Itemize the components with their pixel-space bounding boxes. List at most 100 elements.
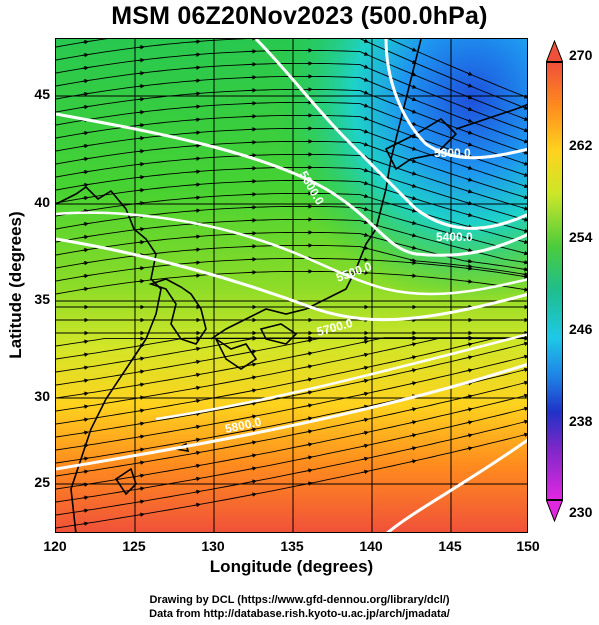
wind-arrow bbox=[193, 372, 201, 378]
wind-arrow bbox=[193, 143, 201, 148]
wind-arrow bbox=[81, 78, 89, 84]
wind-arrow bbox=[521, 367, 527, 373]
x-tick-label: 125 bbox=[122, 538, 146, 554]
wind-arrow bbox=[521, 380, 527, 386]
wind-arrow bbox=[409, 72, 417, 77]
wind-arrow bbox=[137, 122, 145, 128]
wind-arrow bbox=[81, 52, 89, 58]
wind-arrow bbox=[465, 106, 473, 112]
wind-arrow bbox=[305, 377, 313, 382]
wind-arrow bbox=[193, 424, 201, 430]
wind-arrow bbox=[193, 208, 201, 213]
streamline bbox=[56, 205, 527, 255]
wind-arrow bbox=[193, 450, 201, 456]
colorbar-tick: 254 bbox=[569, 229, 593, 245]
streamline bbox=[56, 114, 527, 177]
wind-arrow bbox=[305, 364, 313, 369]
wind-arrow bbox=[361, 456, 369, 462]
wind-arrow bbox=[361, 339, 369, 345]
wind-arrow bbox=[521, 116, 527, 121]
wind-arrow bbox=[193, 463, 201, 469]
wind-arrow bbox=[81, 182, 89, 188]
wind-arrow bbox=[193, 52, 201, 57]
grid-lines bbox=[56, 39, 527, 532]
wind-arrow bbox=[409, 355, 417, 360]
wind-arrow bbox=[521, 419, 527, 425]
contour-label: 5300.0 bbox=[434, 146, 471, 160]
wind-arrow bbox=[521, 406, 527, 412]
x-tick-label: 120 bbox=[43, 538, 67, 554]
wind-arrow bbox=[249, 492, 257, 497]
streamline bbox=[56, 407, 527, 503]
wind-arrow bbox=[81, 221, 89, 227]
wind-arrow bbox=[409, 183, 417, 188]
wind-arrow bbox=[409, 245, 417, 250]
wind-arrow bbox=[193, 117, 201, 122]
streamline bbox=[56, 140, 527, 199]
x-axis-label: Longitude (degrees) bbox=[209, 557, 374, 576]
wind-arrow bbox=[137, 44, 145, 50]
wind-arrow bbox=[465, 420, 473, 425]
wind-arrow bbox=[409, 381, 417, 386]
wind-arrow bbox=[409, 158, 417, 164]
credit-drawing: Drawing by DCL (https://www.gfd-dennou.o… bbox=[149, 594, 450, 606]
colorbar-top-triangle bbox=[546, 40, 563, 62]
wind-arrow bbox=[465, 266, 473, 271]
colorbar bbox=[546, 62, 563, 500]
wind-arrow bbox=[305, 351, 313, 356]
x-tick-label: 150 bbox=[516, 538, 540, 554]
wind-arrow bbox=[81, 169, 89, 175]
streamline bbox=[56, 88, 527, 154]
wind-arrow bbox=[521, 228, 527, 233]
y-axis-label: Latitude (degrees) bbox=[6, 211, 25, 359]
streamline bbox=[56, 257, 527, 282]
wind-arrow bbox=[81, 260, 89, 266]
wind-arrow bbox=[409, 109, 417, 114]
wind-arrow bbox=[81, 143, 89, 149]
wind-arrow bbox=[137, 148, 145, 154]
streamline bbox=[56, 39, 527, 110]
wind-arrow bbox=[361, 193, 369, 199]
streamline bbox=[56, 153, 527, 210]
wind-arrow bbox=[81, 365, 89, 370]
wind-arrow bbox=[81, 234, 89, 240]
wind-arrow bbox=[521, 354, 527, 360]
wind-arrow bbox=[137, 239, 145, 245]
wind-arrow bbox=[137, 161, 145, 167]
wind-arrow bbox=[193, 65, 201, 70]
wind-arrow bbox=[193, 385, 201, 391]
wind-arrow bbox=[193, 156, 201, 161]
wind-arrow bbox=[465, 433, 473, 438]
wind-arrow bbox=[465, 355, 473, 360]
wind-arrow bbox=[521, 250, 527, 256]
cold-trough-field bbox=[56, 39, 527, 532]
wind-arrow bbox=[361, 180, 369, 186]
wind-arrow bbox=[137, 460, 145, 465]
wind-arrow bbox=[409, 233, 417, 238]
wind-arrow bbox=[521, 206, 527, 211]
wind-arrow bbox=[193, 182, 201, 187]
wind-arrow bbox=[81, 456, 89, 461]
chart-title: MSM 06Z20Nov2023 (500.0hPa) bbox=[111, 2, 488, 30]
wind-arrow bbox=[409, 260, 417, 266]
x-tick-label: 140 bbox=[359, 538, 383, 554]
wind-arrow bbox=[361, 378, 369, 384]
wind-arrow bbox=[409, 273, 417, 279]
wind-arrow bbox=[81, 247, 89, 253]
wind-arrow bbox=[465, 189, 473, 194]
wind-arrow bbox=[193, 489, 201, 495]
wind-arrow bbox=[409, 459, 417, 464]
wind-arrow bbox=[81, 104, 89, 110]
wind-arrow bbox=[137, 512, 145, 517]
wind-arrow bbox=[361, 352, 369, 358]
wind-arrow bbox=[81, 273, 89, 279]
wind-arrow bbox=[465, 259, 473, 264]
height-contours bbox=[56, 39, 527, 532]
wind-arrow bbox=[361, 219, 369, 225]
wind-arrow bbox=[409, 220, 417, 225]
wind-arrow bbox=[361, 39, 369, 43]
coastlines bbox=[56, 39, 527, 532]
wind-arrow bbox=[361, 365, 369, 371]
wind-arrow bbox=[137, 70, 145, 76]
wind-arrow bbox=[305, 455, 313, 460]
